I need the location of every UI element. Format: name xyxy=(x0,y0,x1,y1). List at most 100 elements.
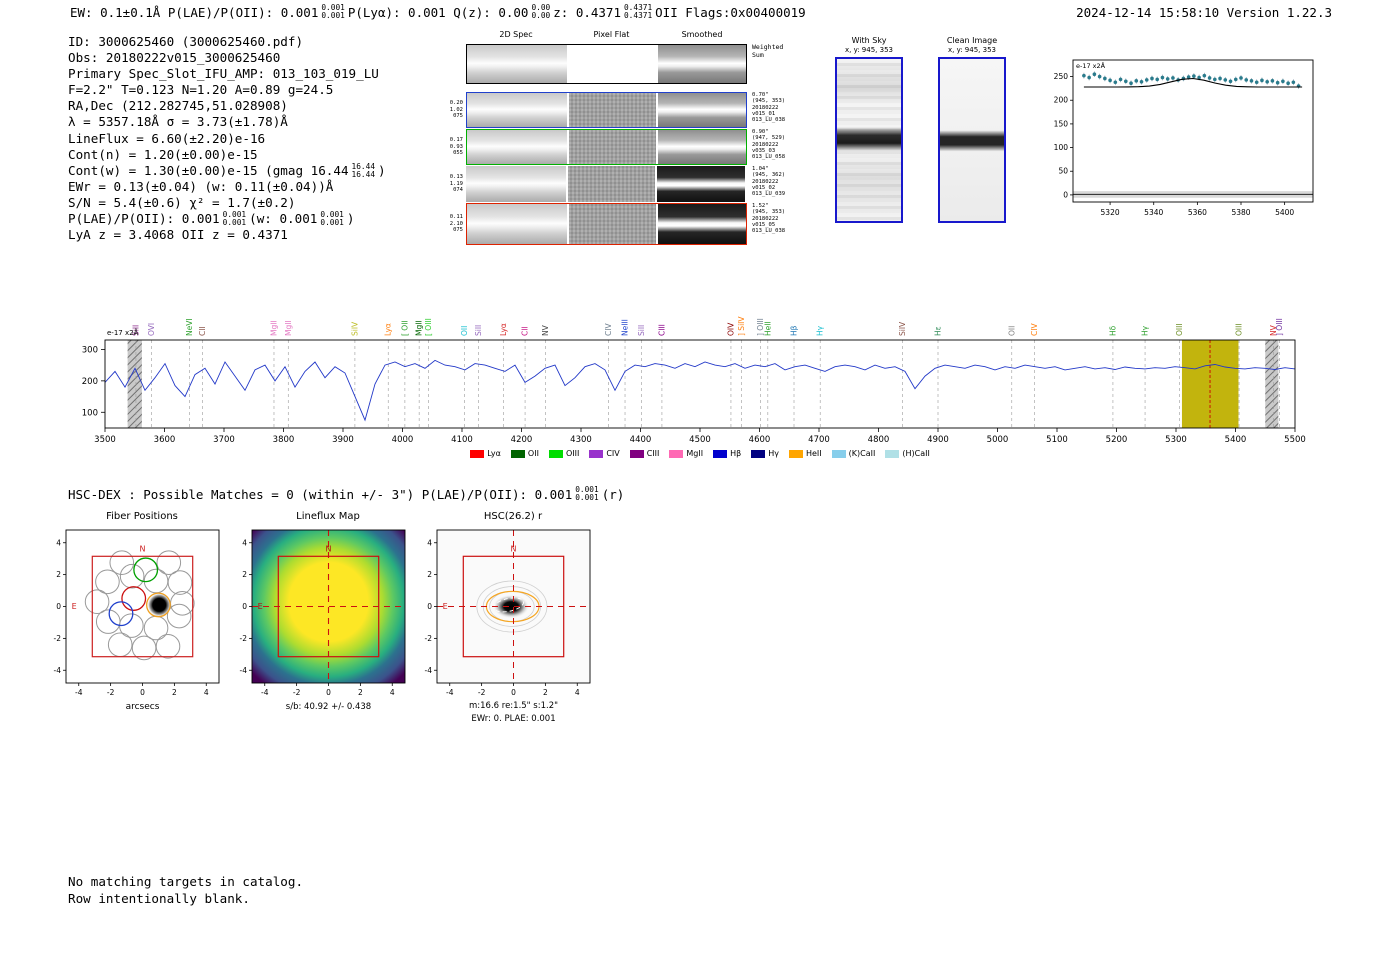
y-tick-label: -4 xyxy=(240,666,248,675)
y-tick-label: 4 xyxy=(56,538,61,547)
text-segment: EWr = 0.13(±0.04) (w: 0.11(±0.04))Å xyxy=(68,178,334,194)
hi-lo-stack: 0.4371 0.4371 xyxy=(623,3,653,20)
line-label: Lyα xyxy=(499,323,508,336)
line-label: MgII xyxy=(284,320,293,336)
legend-swatch xyxy=(629,449,644,458)
line-label: ] SiIV xyxy=(737,316,746,336)
text-segment: P(LAE)/P(OII): 0.001 xyxy=(68,211,220,227)
extraction-box xyxy=(462,555,565,658)
y-tick-label: 200 xyxy=(1054,96,1069,105)
info-line: Primary Spec_Slot_IFU_AMP: 013_103_019_L… xyxy=(68,66,386,82)
with-sky-2d-image xyxy=(835,57,903,223)
smoothed-cutout xyxy=(658,45,746,83)
text-segment: OII Flags:0x00400019 xyxy=(655,4,806,20)
y-tick-label: 2 xyxy=(56,570,61,579)
text-segment: LyA z = 3.4068 OII z = 0.4371 xyxy=(68,227,288,243)
north-label: N xyxy=(140,545,146,554)
emission-line-labels: SiII OVI NeVI CII MgII MgII SiIV Lyα[ OII MgII[ … xyxy=(131,316,1284,428)
x-tick-label: 3500 xyxy=(94,435,116,445)
legend-label: Lyα xyxy=(487,449,501,458)
hi-lo-stack: 0.00 0.00 xyxy=(531,3,551,20)
hsc-image-title: HSC(26.2) r xyxy=(483,511,543,522)
x-tick-label: -4 xyxy=(75,688,83,697)
y-tick-label: 0 xyxy=(427,602,432,611)
line-label: OVI xyxy=(147,323,156,336)
footer-notes: No matching targets in catalog. Row inten… xyxy=(68,874,303,907)
axis-ticks: -4 -4 -2 -2 0 0 2 2 4 4 xyxy=(54,538,209,697)
hi-lo-stack: 16.44 16.44 xyxy=(351,161,376,179)
cutout-row-left-label: 0.17 0.93 055 xyxy=(449,137,463,157)
info-line: ID: 3000625460 (3000625460.pdf) xyxy=(68,34,386,50)
x-tick-label: 4800 xyxy=(868,435,890,445)
x-tick-label: 4400 xyxy=(630,435,652,445)
text-segment: Cont(w) = 1.30(±0.00)e-15 (gmag 16.44 xyxy=(68,162,349,178)
line-label: NeVI xyxy=(185,318,194,336)
line-label: SiIV xyxy=(350,321,359,336)
x-tick-label: 0 xyxy=(326,688,331,697)
x-tick-label: 3700 xyxy=(213,435,235,445)
extraction-box xyxy=(277,555,380,658)
legend-swatch xyxy=(831,449,846,458)
y-tick-label: 200 xyxy=(82,377,98,387)
legend-swatch xyxy=(669,449,684,458)
line-label: NV xyxy=(541,324,550,336)
x-tick-label: 4600 xyxy=(749,435,771,445)
line-label: Hγ xyxy=(816,325,825,336)
legend-swatch xyxy=(713,449,728,458)
clean-image-panel: Clean Image x, y: 945, 353 xyxy=(933,36,1011,223)
cutout-grid: 2D Spec Pixel Flat Smoothed Weighted Sum 0.20… xyxy=(443,30,803,252)
legend-swatch xyxy=(589,449,604,458)
legend-swatch xyxy=(751,449,766,458)
line-label: OIII xyxy=(1235,323,1244,336)
smoothed-cutout xyxy=(657,166,745,202)
y-tick-label: -4 xyxy=(54,666,62,675)
hi-lo-stack: 0.001 0.001 xyxy=(222,210,247,228)
y-tick-label: 150 xyxy=(1054,119,1069,128)
mini-unit-label: e-17 x2Å xyxy=(1076,61,1106,70)
text-segment: Primary Spec_Slot_IFU_AMP: 013_103_019_L… xyxy=(68,66,379,82)
x-tick-label: 5320 xyxy=(1101,208,1120,217)
x-tick-label: 4000 xyxy=(392,435,414,445)
fiber-positions-title: Fiber Positions xyxy=(106,511,178,522)
cutout-row xyxy=(466,44,747,84)
cutout-row-right-label: 0.70" (945, 353) 20180222 v015_01 013_LU_038 xyxy=(752,92,786,124)
line-label: SiII xyxy=(474,325,483,336)
cutout-column-header: 2D Spec xyxy=(499,30,533,39)
cutout-row xyxy=(466,203,747,245)
info-line: λ = 5357.18Å σ = 3.73(±1.78)Å xyxy=(68,114,386,130)
cutout-row-right-label: 1.52" (945, 353) 20180222 v015_05 013_LU_038 xyxy=(752,203,786,235)
info-line: F=2.2" T=0.123 N=1.20 A=0.89 g=24.5 xyxy=(68,82,386,98)
axis-ticks: -4 -4 -2 -2 0 0 2 2 4 4 xyxy=(425,538,580,697)
x-tick-label: 4200 xyxy=(511,435,533,445)
text-segment: ) xyxy=(346,211,355,227)
contour-ring xyxy=(476,580,548,633)
spectrum-unit-label: e-17 x2Å xyxy=(107,328,139,337)
full-spectrum-chart: SiII OVI NeVI CII MgII MgII SiIV Lyα[ OII MgII[ … xyxy=(82,316,1306,445)
cutout-row-right-label: 1.04" (945, 362) 20180222 v015_02 013_LU_039 xyxy=(752,166,786,198)
fiber-green xyxy=(133,557,159,583)
legend-label: CIV xyxy=(606,449,620,458)
info-line: LineFlux = 6.60(±2.20)e-16 xyxy=(68,131,386,147)
east-label: E xyxy=(72,602,77,611)
y-tick-label: -2 xyxy=(240,634,248,643)
legend-label: OIII xyxy=(565,449,580,458)
line-label: Hδ xyxy=(1108,325,1117,336)
flux-points xyxy=(1082,71,1301,89)
x-tick-label: 2 xyxy=(358,688,363,697)
y-tick-label: 0 xyxy=(56,602,61,611)
legend-item: HeII xyxy=(788,449,822,458)
line-label: Hβ xyxy=(790,325,799,336)
fiber-circles xyxy=(84,550,195,661)
info-line: Cont(n) = 1.20(±0.00)e-15 xyxy=(68,147,386,163)
x-tick-label: 4 xyxy=(390,688,395,697)
footer-note-line: No matching targets in catalog. xyxy=(68,874,304,889)
info-line: LyA z = 3.4068 OII z = 0.4371 xyxy=(68,227,386,243)
y-tick-label: 100 xyxy=(1054,143,1069,152)
fiber-orange xyxy=(145,592,171,618)
east-label: E xyxy=(258,602,263,611)
y-tick-label: 2 xyxy=(427,570,432,579)
x-tick-label: 5340 xyxy=(1144,208,1163,217)
x-tick-label: 5200 xyxy=(1106,435,1128,445)
sky-panel-xy-label: x, y: 945, 353 xyxy=(948,46,996,54)
